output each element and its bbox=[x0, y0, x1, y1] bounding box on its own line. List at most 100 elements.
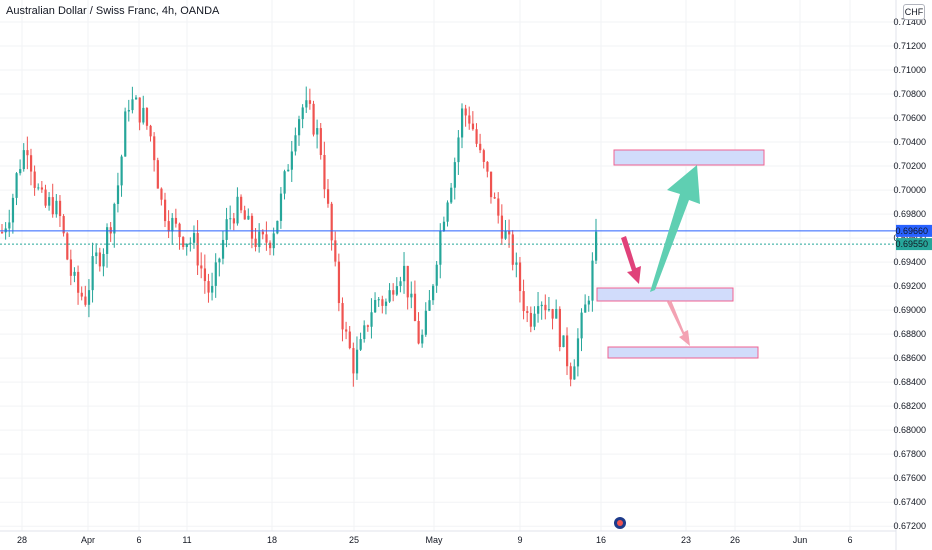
candle-body bbox=[439, 230, 442, 265]
candle-body bbox=[345, 329, 348, 332]
candle-body bbox=[591, 260, 594, 301]
candle-body bbox=[540, 304, 543, 307]
candle-body bbox=[395, 286, 398, 295]
candle-body bbox=[569, 366, 572, 380]
candle-body bbox=[37, 187, 40, 189]
price-axis[interactable]: 0.71400 0.71200 0.71000 0.70800 0.70600 0.704… bbox=[893, 17, 926, 531]
candle-body bbox=[29, 155, 33, 172]
candle-body bbox=[301, 107, 304, 120]
candle-body bbox=[232, 218, 236, 224]
candle-body bbox=[160, 188, 163, 200]
candle-body bbox=[323, 154, 326, 190]
y-tick-label: 0.68000 bbox=[893, 425, 926, 435]
candle-body bbox=[435, 264, 438, 286]
target-zone-lower[interactable] bbox=[607, 346, 759, 359]
candle-body bbox=[580, 312, 583, 339]
y-tick-label: 0.69800 bbox=[893, 209, 926, 219]
teal-up-arrow[interactable] bbox=[650, 165, 700, 292]
candle-body bbox=[355, 349, 359, 374]
candle-body bbox=[225, 219, 228, 240]
candle-body bbox=[218, 258, 221, 263]
candle-body bbox=[366, 325, 370, 327]
candle-body bbox=[352, 348, 355, 374]
candle-body bbox=[40, 187, 44, 190]
candle-body bbox=[460, 108, 464, 138]
y-tick-label: 0.68400 bbox=[893, 377, 926, 387]
candle-body bbox=[203, 268, 207, 282]
candle-body bbox=[316, 128, 319, 135]
candle-body bbox=[388, 290, 391, 302]
x-tick-label: May bbox=[425, 535, 443, 545]
entry-zone-middle[interactable] bbox=[596, 287, 734, 302]
candle-body bbox=[384, 301, 388, 306]
candle-body bbox=[116, 185, 120, 204]
candle-body bbox=[428, 300, 431, 311]
candle-body bbox=[533, 313, 536, 327]
candle-body bbox=[511, 234, 514, 265]
y-tick-label: 0.71400 bbox=[893, 17, 926, 27]
candle-body bbox=[80, 292, 83, 297]
candle-body bbox=[127, 110, 130, 112]
x-tick-label: Jun bbox=[793, 535, 808, 545]
candle-body bbox=[587, 300, 590, 305]
candle-body bbox=[522, 291, 525, 312]
hline-price-text: 0.69660 bbox=[895, 226, 928, 236]
candle-body bbox=[337, 261, 341, 304]
candle-body bbox=[551, 309, 554, 319]
candle-body bbox=[489, 171, 493, 198]
candle-body bbox=[319, 128, 322, 155]
target-zone-upper[interactable] bbox=[613, 149, 765, 166]
x-tick-label: Apr bbox=[81, 535, 95, 545]
y-tick-label: 0.67600 bbox=[893, 473, 926, 483]
candle-body bbox=[468, 115, 471, 124]
candle-body bbox=[95, 252, 98, 257]
candle-body bbox=[529, 312, 533, 327]
candle-body bbox=[254, 238, 257, 247]
candle-body bbox=[334, 240, 337, 262]
candle-body bbox=[464, 108, 467, 116]
candle-body bbox=[283, 171, 286, 194]
candle-body bbox=[153, 136, 156, 161]
candle-body bbox=[515, 262, 518, 265]
last-price-text: 0.69550 bbox=[895, 239, 928, 249]
candle-body bbox=[102, 253, 105, 267]
candle-body bbox=[48, 197, 51, 206]
y-tick-label: 0.70400 bbox=[893, 137, 926, 147]
candle-body bbox=[359, 339, 362, 350]
candle-body bbox=[250, 215, 254, 239]
candle-body bbox=[211, 285, 214, 293]
light-pink-down-arrow[interactable] bbox=[667, 300, 690, 346]
candle-body bbox=[417, 320, 420, 344]
candle-body bbox=[363, 325, 366, 340]
y-tick-label: 0.67200 bbox=[893, 521, 926, 531]
candle-body bbox=[189, 242, 192, 244]
candle-body bbox=[504, 231, 507, 239]
event-marker[interactable] bbox=[614, 517, 626, 529]
candle-body bbox=[200, 265, 203, 269]
candle-body bbox=[135, 97, 138, 100]
candle-body bbox=[547, 309, 551, 311]
y-tick-label: 0.68200 bbox=[893, 401, 926, 411]
currency-badge[interactable]: CHF bbox=[903, 4, 925, 20]
y-tick-label: 0.70200 bbox=[893, 161, 926, 171]
pink-down-arrow[interactable] bbox=[621, 236, 641, 284]
candle-body bbox=[421, 334, 424, 344]
candle-body bbox=[493, 197, 496, 199]
y-tick-label: 0.69200 bbox=[893, 281, 926, 291]
candle-body bbox=[69, 259, 73, 276]
candle-body bbox=[182, 237, 185, 247]
time-axis[interactable]: 28 Apr 6 11 18 25 May 9 16 23 26 Jun 6 bbox=[17, 535, 853, 545]
candle-body bbox=[403, 265, 406, 282]
y-tick-label: 0.68600 bbox=[893, 353, 926, 363]
candle-body bbox=[171, 217, 174, 232]
candle-body bbox=[576, 338, 580, 367]
candle-body bbox=[149, 125, 152, 137]
candle-body bbox=[33, 171, 36, 188]
candle-body bbox=[240, 196, 243, 211]
y-tick-label: 0.69600 bbox=[893, 233, 926, 243]
candle-body bbox=[120, 156, 123, 186]
candle-body bbox=[44, 189, 47, 206]
candle-body bbox=[377, 299, 380, 301]
candle-body bbox=[312, 103, 315, 135]
